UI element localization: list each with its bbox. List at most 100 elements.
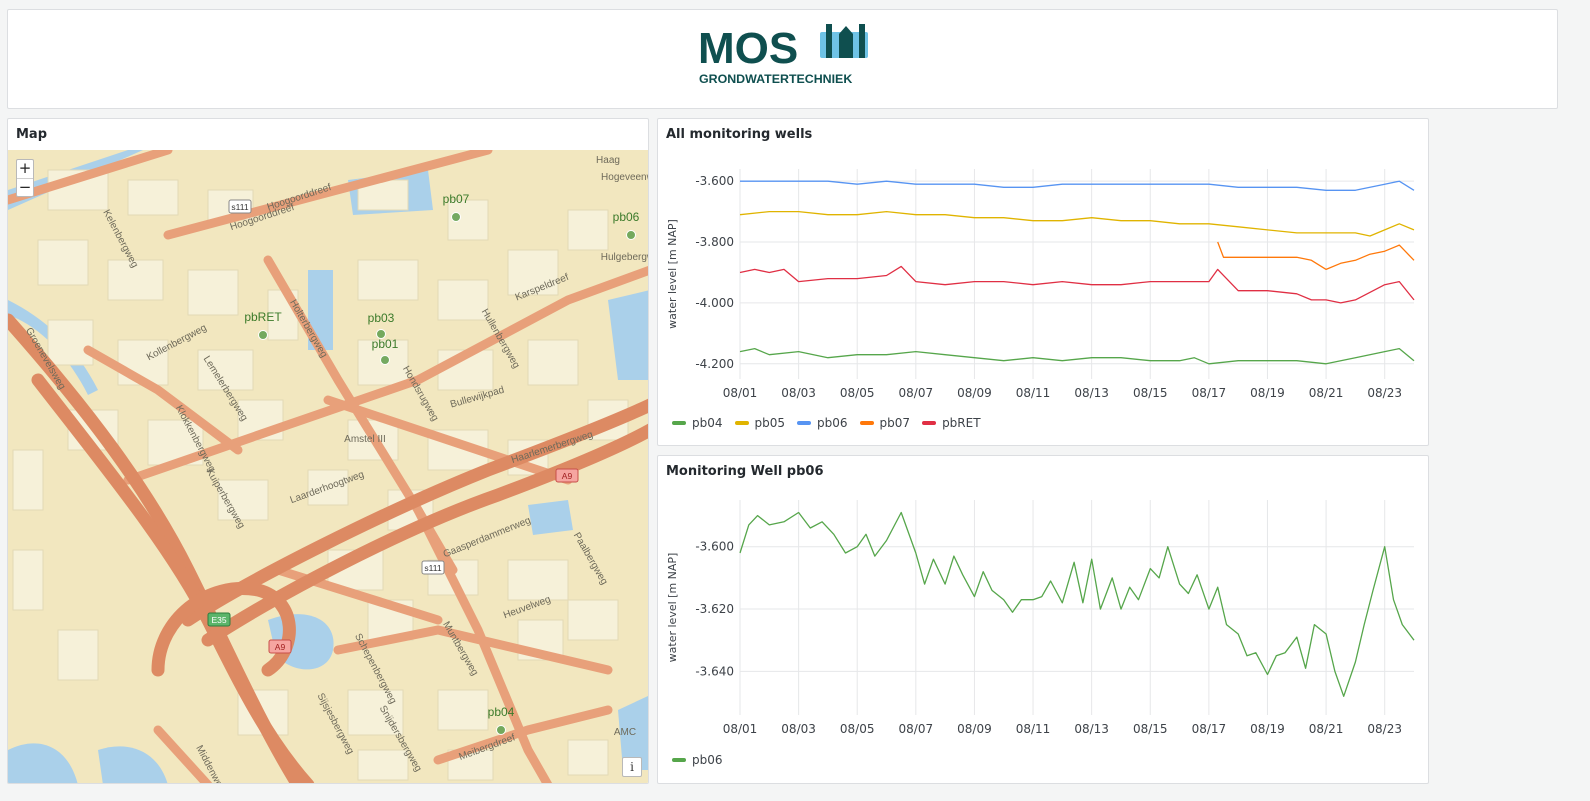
legend-label: pb06 [692, 753, 723, 767]
map-buildings-layer [12, 169, 629, 781]
legend-swatch [859, 421, 874, 425]
zoom-out-button[interactable]: − [17, 178, 33, 196]
x-tick-label: 08/19 [1250, 722, 1285, 736]
y-tick-label: -4.000 [695, 296, 734, 310]
x-tick-label: 08/23 [1367, 722, 1402, 736]
well-marker-pb03: pb03 [368, 311, 395, 339]
road-shield: s111 [421, 560, 445, 575]
x-axis: 08/01 08/03 08/05 08/07 08/09 08/11 08/13 08/15… [723, 500, 1402, 736]
pb06-chart-panel: Monitoring Well pb06 08/01 08/03 08/05 08/0… [657, 455, 1429, 784]
well-marker-pbRET: pbRET [244, 310, 282, 340]
pb06-chart[interactable]: 08/01 08/03 08/05 08/07 08/09 08/11 08/13 08/15… [658, 456, 1430, 752]
y-tick-label: -3.600 [695, 540, 734, 554]
svg-text:A9: A9 [562, 471, 573, 481]
x-tick-label: 08/07 [899, 386, 934, 400]
y-tick-label: -3.640 [695, 664, 734, 678]
logo-subtitle: GRONDWATERTECHNIEK [699, 72, 852, 86]
legend-swatch [672, 758, 686, 762]
x-tick-label: 08/15 [1133, 386, 1168, 400]
x-tick-label: 08/05 [840, 386, 875, 400]
map-well-markers: pb07 pb06 pbRET pb03 pb01 pb04 [244, 192, 640, 735]
legend-label: pb06 [817, 416, 848, 430]
svg-text:s111: s111 [231, 202, 248, 212]
map-panel-title: Map [16, 127, 48, 142]
well-marker-label: pb07 [443, 192, 470, 206]
legend-item-pb07[interactable]: pb07 [859, 416, 911, 430]
legend-label: pb07 [879, 416, 911, 430]
svg-text:E35: E35 [211, 615, 226, 625]
well-marker-label: pbRET [244, 310, 282, 324]
x-tick-label: 08/09 [957, 386, 992, 400]
well-marker-label: pb03 [368, 311, 395, 325]
x-tick-label: 08/19 [1250, 386, 1285, 400]
legend-swatch [734, 421, 749, 425]
legend-swatch [922, 421, 937, 425]
x-tick-label: 08/21 [1309, 386, 1344, 400]
map-roads-layer [8, 150, 648, 783]
x-tick-label: 08/03 [781, 722, 816, 736]
x-tick-label: 08/01 [723, 722, 758, 736]
x-tick-label: 08/13 [1074, 386, 1109, 400]
x-tick-label: 08/05 [840, 722, 875, 736]
legend-item-pb05[interactable]: pb05 [734, 416, 786, 430]
x-tick-label: 08/17 [1192, 722, 1227, 736]
map-view[interactable]: Hoogoorddreef Kelenbergweg Kollenbergweg Le… [8, 150, 649, 784]
map-street-label: Hulgebergweg [601, 252, 649, 263]
x-tick-label: 08/23 [1367, 386, 1402, 400]
well-marker-label: pb06 [613, 210, 640, 224]
all-wells-chart[interactable]: 08/01 08/03 08/05 08/07 08/09 08/11 08/13 08/15… [658, 119, 1430, 419]
series-line-pb06 [739, 511, 1415, 697]
well-marker-pb01: pb01 [372, 337, 399, 365]
all-wells-chart-panel: All monitoring wells 08/01 08/03 08/05 08/0… [657, 118, 1429, 446]
y-axis: -3.600 -3.620 -3.640 [695, 540, 1414, 678]
road-shield: A9 [555, 468, 579, 483]
legend-swatch [672, 421, 686, 425]
road-shield: s111 [228, 199, 252, 214]
x-tick-label: 08/03 [781, 386, 816, 400]
legend-item-pb06[interactable]: pb06 [672, 753, 723, 767]
x-tick-label: 08/17 [1192, 386, 1227, 400]
well-marker-label: pb04 [488, 705, 515, 719]
map-road-shields: s111 s111 A9 A9 E35 [207, 199, 579, 654]
x-tick-label: 08/13 [1074, 722, 1109, 736]
legend-label: pb05 [754, 416, 786, 430]
logo-building-icon [820, 24, 868, 58]
map-street-label: Hogeveenweg [601, 172, 649, 183]
y-tick-label: -4.200 [695, 357, 734, 371]
map-zoom-control: + − [16, 159, 34, 197]
x-tick-label: 08/01 [723, 386, 758, 400]
zoom-in-button[interactable]: + [18, 159, 32, 177]
y-axis: -3.600 -3.800 -4.000 -4.200 [695, 174, 1414, 371]
well-marker-pb07: pb07 [443, 192, 470, 222]
y-tick-label: -3.600 [695, 174, 734, 188]
well-marker-label: pb01 [372, 337, 399, 351]
x-tick-label: 08/11 [1016, 722, 1051, 736]
legend-swatch [797, 421, 812, 425]
legend-item-pbRET[interactable]: pbRET [922, 416, 981, 430]
legend-item-pb06[interactable]: pb06 [797, 416, 848, 430]
map-attribution-info-button[interactable]: i [622, 757, 642, 777]
x-tick-label: 08/09 [957, 722, 992, 736]
all-wells-chart-legend: pb04 pb05 pb06 pb07 pbRET [672, 416, 981, 430]
road-shield: E35 [207, 612, 231, 627]
pb06-chart-title: Monitoring Well pb06 [666, 464, 824, 479]
legend-item-pb04[interactable]: pb04 [672, 416, 723, 430]
y-axis-label: water level [m NAP] [666, 219, 679, 329]
series-line-pb04 [739, 347, 1415, 365]
x-tick-label: 08/21 [1309, 722, 1344, 736]
series-line-pb05 [739, 210, 1415, 237]
svg-text:A9: A9 [275, 642, 286, 652]
series-line-pb07 [1217, 241, 1415, 271]
series-line-pbRET [739, 265, 1415, 304]
map-street-label: Haag [596, 155, 620, 166]
logo-wordmark: MOS [698, 24, 798, 73]
map-panel: Map [7, 118, 649, 784]
legend-label: pbRET [942, 416, 981, 430]
map-canvas[interactable]: HoogoorddreefKelenbergwegKollenbergwegLe… [8, 150, 649, 784]
x-tick-label: 08/15 [1133, 722, 1168, 736]
legend-label: pb04 [692, 416, 723, 430]
map-street-label: AMC [614, 727, 636, 738]
all-wells-chart-title: All monitoring wells [666, 127, 813, 142]
y-axis-label: water level [m NAP] [666, 553, 679, 663]
series-line-pb06 [740, 180, 1415, 191]
